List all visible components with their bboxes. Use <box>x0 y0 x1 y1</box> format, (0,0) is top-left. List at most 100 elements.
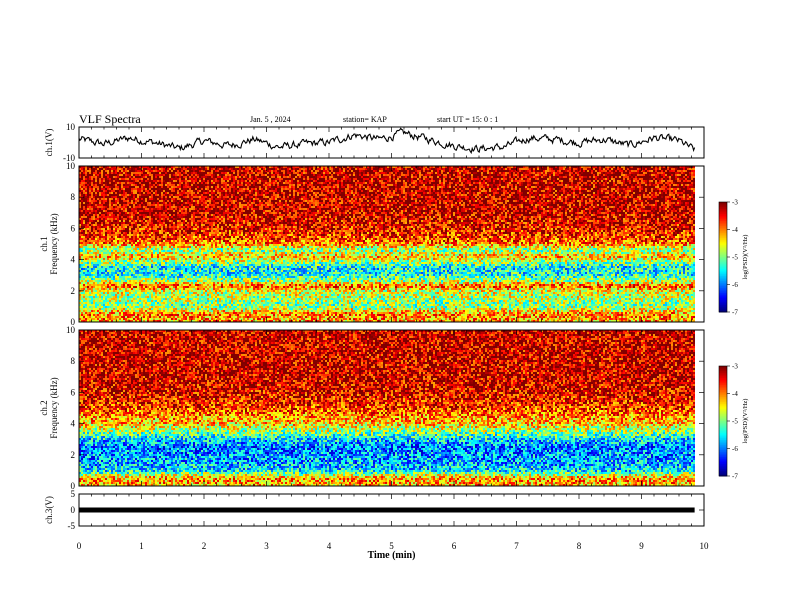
heatmap-cell <box>279 182 281 184</box>
heatmap-cell <box>369 196 371 198</box>
heatmap-cell <box>155 172 157 174</box>
heatmap-cell <box>625 192 627 194</box>
heatmap-cell <box>453 188 455 190</box>
heatmap-cell <box>281 174 283 176</box>
heatmap-cell <box>165 180 167 182</box>
heatmap-cell <box>489 170 491 172</box>
heatmap-cell <box>649 188 651 190</box>
heatmap-cell <box>641 170 643 172</box>
heatmap-cell <box>471 192 473 194</box>
heatmap-cell <box>359 172 361 174</box>
heatmap-cell <box>643 168 645 170</box>
heatmap-cell <box>637 190 639 192</box>
heatmap-cell <box>287 166 289 168</box>
heatmap-cell <box>139 172 141 174</box>
heatmap-cell <box>475 196 477 198</box>
heatmap-cell <box>101 170 103 172</box>
heatmap-cell <box>611 174 613 176</box>
heatmap-cell <box>87 180 89 182</box>
heatmap-cell <box>327 172 329 174</box>
heatmap-cell <box>575 196 577 198</box>
heatmap-cell <box>179 168 181 170</box>
heatmap-cell <box>597 182 599 184</box>
heatmap-cell <box>485 192 487 194</box>
heatmap-cell <box>317 178 319 180</box>
heatmap-cell <box>207 188 209 190</box>
heatmap-cell <box>375 178 377 180</box>
heatmap-cell <box>125 194 127 196</box>
heatmap-cell <box>455 176 457 178</box>
heatmap-cell <box>613 172 615 174</box>
heatmap-cell <box>167 184 169 186</box>
heatmap-cell <box>689 186 691 188</box>
heatmap-cell <box>485 172 487 174</box>
heatmap-cell <box>145 178 147 180</box>
heatmap-cell <box>145 194 147 196</box>
heatmap-cell <box>373 170 375 172</box>
heatmap-cell <box>407 186 409 188</box>
heatmap-cell <box>475 180 477 182</box>
heatmap-cell <box>199 188 201 190</box>
heatmap-cell <box>649 184 651 186</box>
heatmap-cell <box>193 182 195 184</box>
heatmap-cell <box>597 174 599 176</box>
heatmap-cell <box>383 178 385 180</box>
heatmap-cell <box>211 168 213 170</box>
heatmap-cell <box>169 178 171 180</box>
heatmap-cell <box>475 194 477 196</box>
heatmap-cell <box>341 170 343 172</box>
heatmap-cell <box>83 184 85 186</box>
heatmap-cell <box>529 166 531 168</box>
heatmap-cell <box>259 186 261 188</box>
heatmap-cell <box>337 186 339 188</box>
heatmap-cell <box>239 168 241 170</box>
heatmap-cell <box>143 188 145 190</box>
heatmap-cell <box>159 174 161 176</box>
heatmap-cell <box>593 188 595 190</box>
heatmap-cell <box>377 178 379 180</box>
heatmap-cell <box>591 186 593 188</box>
heatmap-cell <box>407 190 409 192</box>
heatmap-cell <box>387 174 389 176</box>
heatmap-cell <box>495 194 497 196</box>
heatmap-cell <box>673 182 675 184</box>
heatmap-cell <box>597 172 599 174</box>
heatmap-cell <box>413 196 415 198</box>
heatmap-cell <box>473 188 475 190</box>
heatmap-cell <box>589 188 591 190</box>
heatmap-cell <box>599 176 601 178</box>
heatmap-cell <box>145 192 147 194</box>
heatmap-cell <box>375 166 377 168</box>
heatmap-cell <box>293 178 295 180</box>
heatmap-cell <box>469 182 471 184</box>
heatmap-cell <box>617 188 619 190</box>
heatmap-cell <box>659 182 661 184</box>
heatmap-cell <box>465 186 467 188</box>
heatmap-cell <box>119 166 121 168</box>
heatmap-cell <box>303 170 305 172</box>
heatmap-cell <box>373 174 375 176</box>
heatmap-cell <box>289 176 291 178</box>
heatmap-cell <box>299 172 301 174</box>
heatmap-cell <box>333 188 335 190</box>
heatmap-cell <box>525 166 527 168</box>
heatmap-cell <box>271 186 273 188</box>
heatmap-cell <box>493 178 495 180</box>
heatmap-cell <box>561 166 563 168</box>
heatmap-cell <box>457 178 459 180</box>
heatmap-cell <box>181 188 183 190</box>
heatmap-cell <box>223 184 225 186</box>
heatmap-cell <box>301 172 303 174</box>
heatmap-cell <box>545 166 547 168</box>
heatmap-cell <box>597 176 599 178</box>
heatmap-cell <box>497 196 499 198</box>
heatmap-cell <box>129 174 131 176</box>
heatmap-cell <box>311 170 313 172</box>
heatmap-cell <box>629 188 631 190</box>
heatmap-cell <box>499 170 501 172</box>
heatmap-cell <box>307 190 309 192</box>
heatmap-cell <box>139 170 141 172</box>
heatmap-cell <box>121 172 123 174</box>
heatmap-cell <box>429 194 431 196</box>
heatmap-cell <box>513 190 515 192</box>
